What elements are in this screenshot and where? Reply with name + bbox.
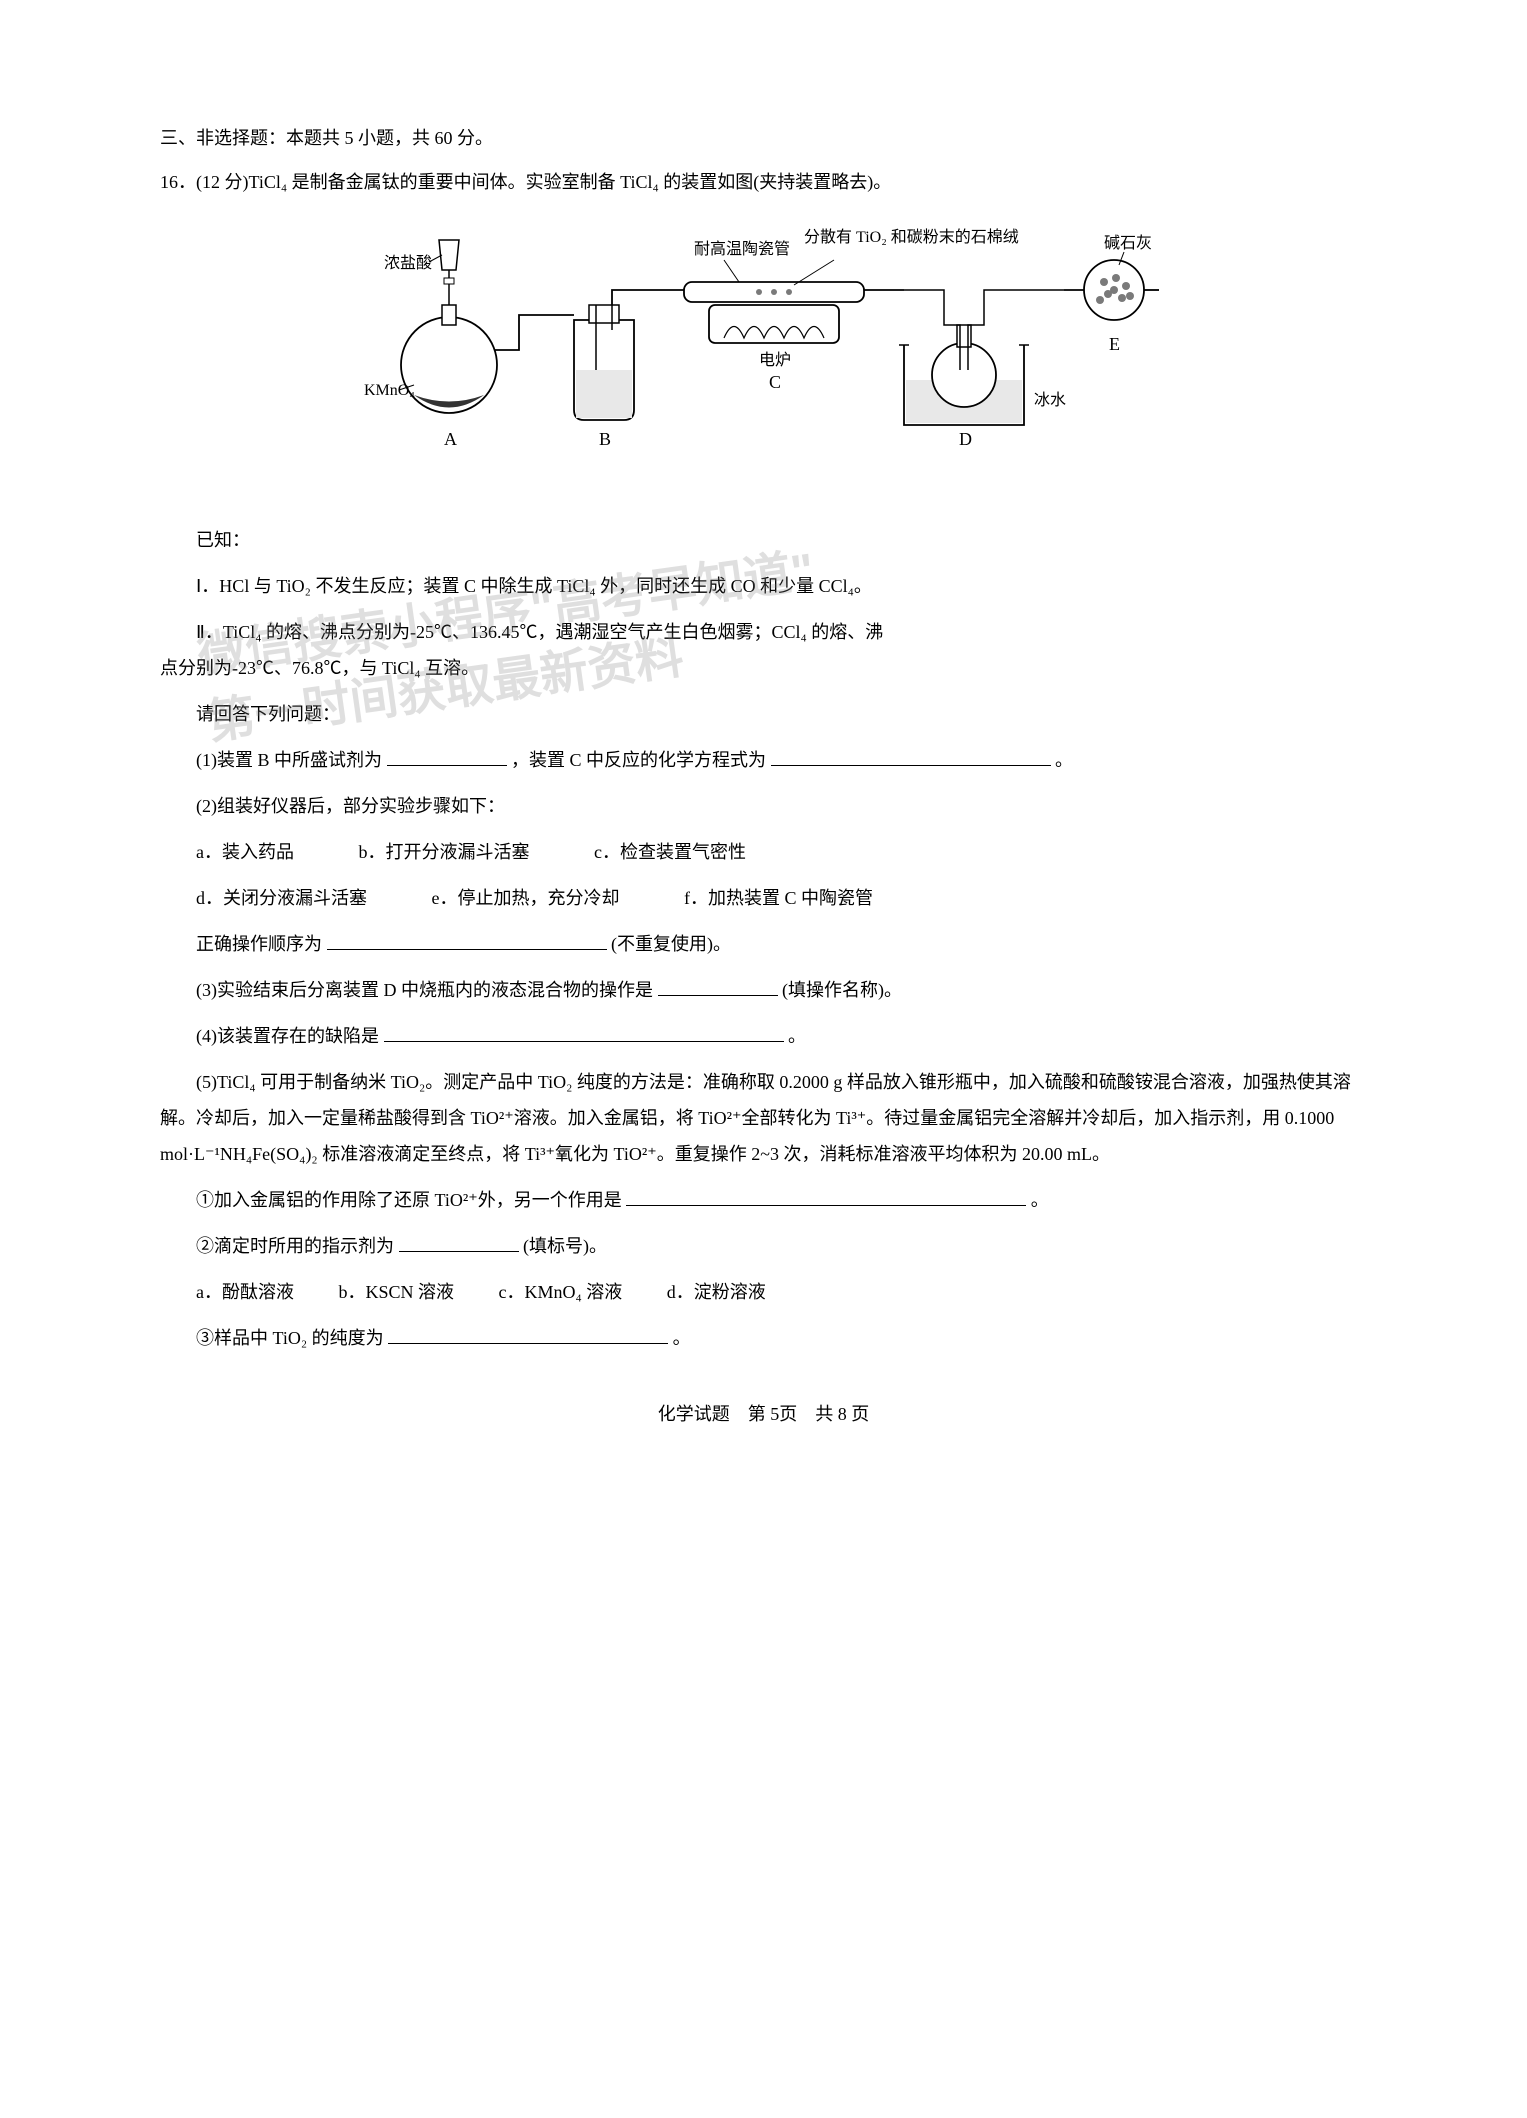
step-f: f．加热装置 C 中陶瓷管: [684, 888, 873, 908]
q5-1-b: 。: [1031, 1190, 1049, 1210]
step-d: d．关闭分液漏斗活塞: [196, 888, 367, 908]
page-footer: 化学试题 第 5页 共 8 页: [160, 1396, 1367, 1432]
step-c: c．检查装置气密性: [594, 842, 746, 862]
steps-row1: a．装入药品 b．打开分液漏斗活塞 c．检查装置气密性: [160, 834, 1367, 870]
q2-intro: (2)组装好仪器后，部分实验步骤如下：: [160, 788, 1367, 824]
indicator-a: a．酚酞溶液: [196, 1282, 294, 1302]
step-b: b．打开分液漏斗活塞: [359, 842, 530, 862]
step-e: e．停止加热，充分冷却: [432, 888, 620, 908]
q2-order: 正确操作顺序为 (不重复使用)。: [160, 926, 1367, 962]
device-C: [684, 282, 904, 343]
known-2a: Ⅱ．TiCl₄ 的熔、沸点分别为-25℃、136.45℃，遇潮湿空气产生白色烟雾…: [160, 614, 1367, 650]
known-1: Ⅰ．HCl 与 TiO₂ 不发生反应；装置 C 中除生成 TiCl₄ 外，同时还…: [160, 568, 1367, 604]
steps-row2: d．关闭分液漏斗活塞 e．停止加热，充分冷却 f．加热装置 C 中陶瓷管: [160, 880, 1367, 916]
q3-a: (3)实验结束后分离装置 D 中烧瓶内的液态混合物的操作是: [196, 980, 653, 1000]
blank-q1-equation[interactable]: [771, 744, 1051, 766]
blank-q5-1[interactable]: [626, 1184, 1026, 1206]
q5-3-a: ③样品中 TiO₂ 的纯度为: [196, 1328, 384, 1348]
indicator-d: d．淀粉溶液: [667, 1282, 766, 1302]
q4-a: (4)该装置存在的缺陷是: [196, 1026, 379, 1046]
device-B: [574, 290, 684, 420]
diagram-svg: 浓盐酸 KMnO₄ A B: [344, 220, 1184, 480]
label-hcl: 浓盐酸: [384, 254, 432, 272]
label-tio2: 分散有 TiO₂ 和碳粉末的石棉绒: [804, 228, 1019, 246]
label-D: D: [959, 429, 972, 449]
label-kmno4: KMnO₄: [364, 382, 415, 399]
label-icewater: 冰水: [1034, 391, 1066, 409]
q2-order-b: (不重复使用)。: [611, 934, 731, 954]
q1-b: ，装置 C 中反应的化学方程式为: [511, 750, 766, 770]
q5-2: ②滴定时所用的指示剂为 (填标号)。: [160, 1228, 1367, 1264]
q4: (4)该装置存在的缺陷是 。: [160, 1018, 1367, 1054]
q1-a: (1)装置 B 中所盛试剂为: [196, 750, 382, 770]
apparatus-diagram: 浓盐酸 KMnO₄ A B: [160, 220, 1367, 492]
blank-q1-reagent[interactable]: [387, 744, 507, 766]
q3: (3)实验结束后分离装置 D 中烧瓶内的液态混合物的操作是 (填操作名称)。: [160, 972, 1367, 1008]
blank-q2-order[interactable]: [327, 928, 607, 950]
blank-q5-2[interactable]: [399, 1230, 519, 1252]
blank-q4[interactable]: [384, 1020, 784, 1042]
q3-b: (填操作名称)。: [782, 980, 902, 1000]
indicator-c: c．KMnO₄ 溶液: [499, 1282, 623, 1302]
label-tube: 耐高温陶瓷管: [694, 240, 790, 258]
label-C: C: [769, 372, 781, 392]
blank-q3[interactable]: [658, 974, 778, 996]
indicator-options: a．酚酞溶液 b．KSCN 溶液 c．KMnO₄ 溶液 d．淀粉溶液: [160, 1274, 1367, 1310]
label-B: B: [599, 429, 611, 449]
label-A: A: [444, 429, 457, 449]
q16-intro: 16．(12 分)TiCl₄ 是制备金属钛的重要中间体。实验室制备 TiCl₄ …: [160, 164, 1367, 200]
step-a: a．装入药品: [196, 842, 294, 862]
q5-3-b: 。: [673, 1328, 691, 1348]
label-furnace: 电炉: [759, 351, 791, 369]
q5-2-a: ②滴定时所用的指示剂为: [196, 1236, 394, 1256]
q4-b: 。: [788, 1026, 806, 1046]
q5-1: ①加入金属铝的作用除了还原 TiO²⁺外，另一个作用是 。: [160, 1182, 1367, 1218]
answer-label: 请回答下列问题：: [160, 696, 1367, 732]
section-header: 三、非选择题：本题共 5 小题，共 60 分。: [160, 120, 1367, 156]
indicator-b: b．KSCN 溶液: [339, 1282, 455, 1302]
q1: (1)装置 B 中所盛试剂为 ，装置 C 中反应的化学方程式为 。: [160, 742, 1367, 778]
q5-intro: (5)TiCl₄ 可用于制备纳米 TiO₂。测定产品中 TiO₂ 纯度的方法是：…: [160, 1064, 1367, 1172]
label-E: E: [1109, 334, 1120, 354]
device-E: [1064, 260, 1159, 320]
blank-q5-3[interactable]: [388, 1322, 668, 1344]
q2-order-a: 正确操作顺序为: [196, 934, 322, 954]
known-2b: 点分别为-23℃、76.8℃，与 TiCl₄ 互溶。: [160, 650, 1367, 686]
q5-2-b: (填标号)。: [523, 1236, 607, 1256]
label-sodalime: 碱石灰: [1104, 234, 1152, 252]
q1-c: 。: [1055, 750, 1073, 770]
q5-1-a: ①加入金属铝的作用除了还原 TiO²⁺外，另一个作用是: [196, 1190, 622, 1210]
known-label: 已知：: [160, 522, 1367, 558]
q5-3: ③样品中 TiO₂ 的纯度为 。: [160, 1320, 1367, 1356]
